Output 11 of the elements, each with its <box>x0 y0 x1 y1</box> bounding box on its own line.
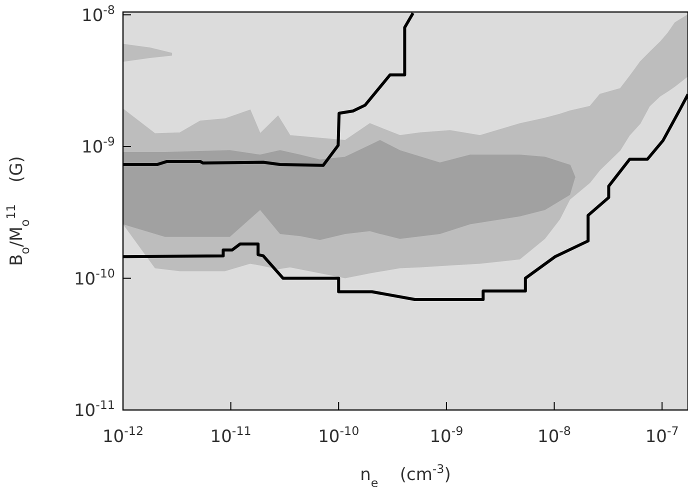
x-tick-label: 10$^{-9}$ <box>430 424 464 447</box>
x-tick-label: 10$^{-10}$ <box>318 424 360 447</box>
text: n$_{e}$ (cm$^{-3}$) <box>360 462 451 487</box>
y-tick-label: 10$^{-8}$ <box>82 2 115 26</box>
x-tick-label: 10$^{-11}$ <box>210 424 252 447</box>
x-tick-label: 10$^{-8}$ <box>538 424 572 447</box>
y-tick-label: 10$^{-9}$ <box>82 134 115 158</box>
x-tick-label: 10$^{-12}$ <box>102 424 144 447</box>
y-tick-label: 10$^{-10}$ <box>74 266 115 290</box>
x-tick-label: 10$^{-7}$ <box>645 424 679 447</box>
y-tick-label: 10$^{-11}$ <box>74 398 115 421</box>
